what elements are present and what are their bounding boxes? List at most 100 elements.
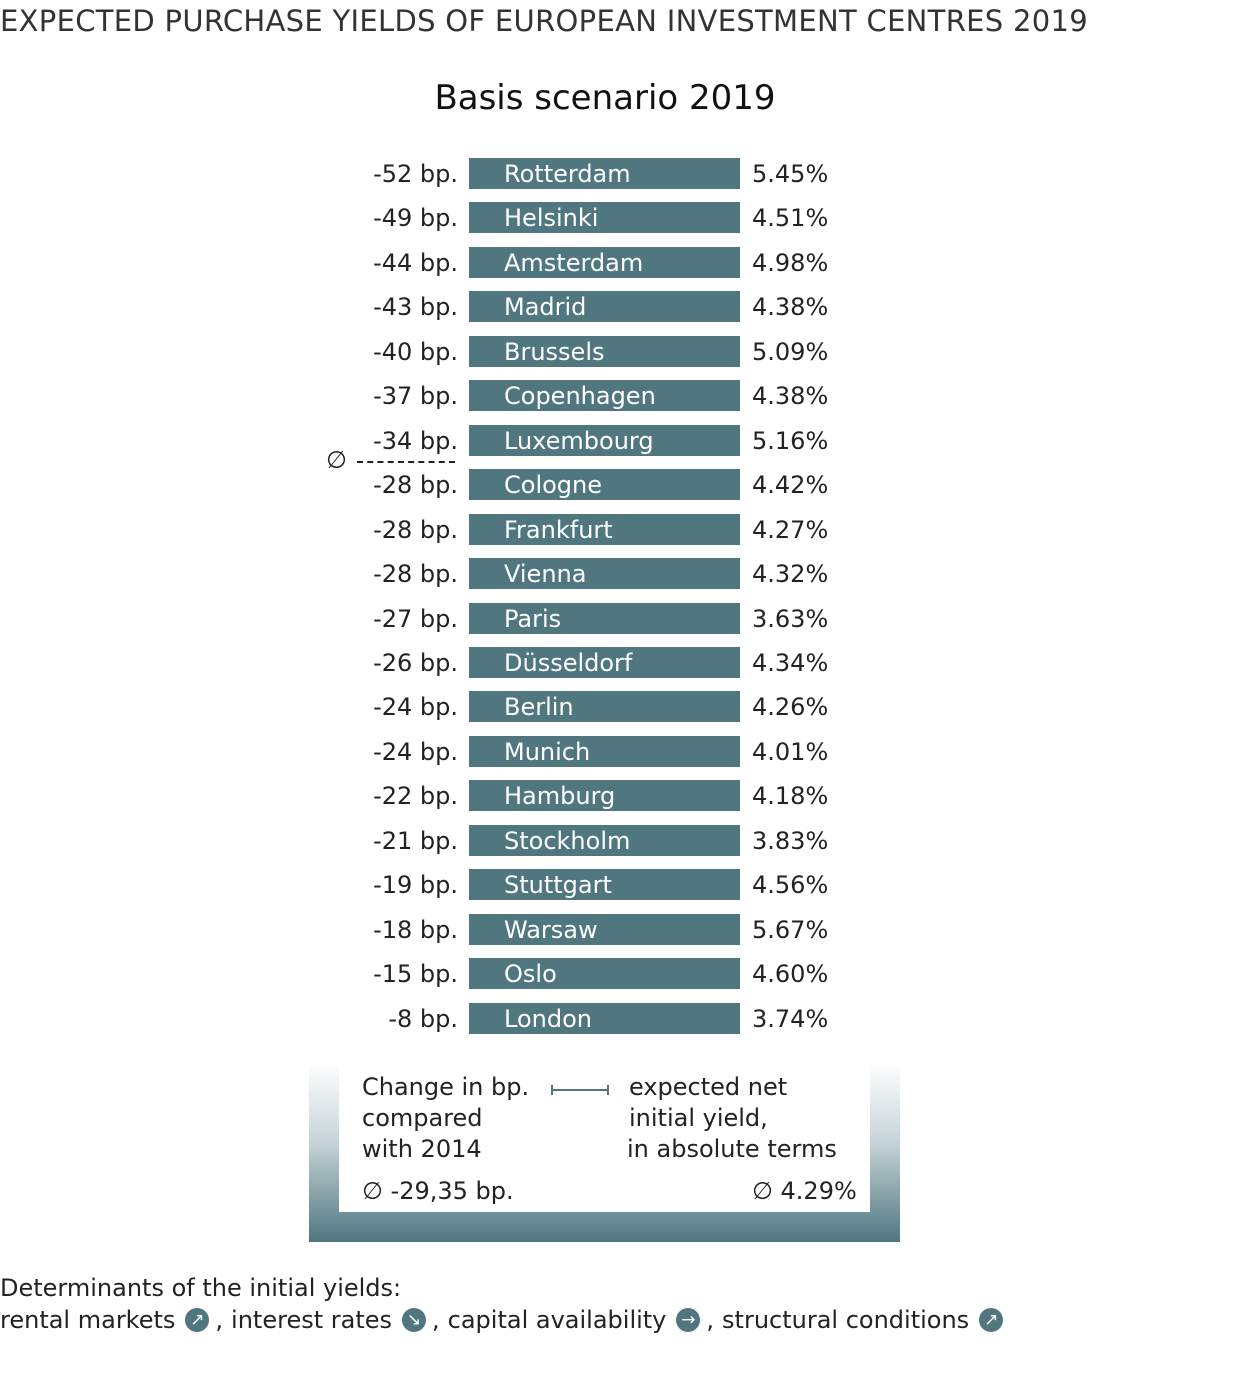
yield-value: 4.01% — [752, 737, 829, 766]
table-row: -26 bp. Düsseldorf 4.34% — [0, 646, 1236, 679]
city-label: Amsterdam — [504, 248, 644, 277]
arrow-down-right-icon: ↘ — [402, 1308, 427, 1332]
legend-yield-line-2: initial yield, — [629, 1104, 768, 1132]
change-bp-label: -24 bp. — [373, 693, 458, 722]
table-row: -24 bp. Munich 4.01% — [0, 735, 1236, 768]
city-bar — [469, 424, 740, 456]
yield-value: 3.63% — [752, 604, 829, 633]
city-bar — [469, 869, 740, 901]
yield-value: 4.56% — [752, 871, 829, 900]
city-bar — [469, 513, 740, 545]
yield-value: 4.26% — [752, 693, 829, 722]
table-row: -21 bp. Stockholm 3.83% — [0, 824, 1236, 857]
average-marker-symbol: ∅ — [326, 446, 347, 474]
determinant-label: interest rates — [231, 1306, 393, 1334]
city-label: Luxembourg — [504, 426, 654, 455]
city-bar — [469, 558, 740, 590]
yield-value: 4.42% — [752, 471, 829, 500]
table-row: -22 bp. Hamburg 4.18% — [0, 780, 1236, 812]
determinant-label: structural conditions — [722, 1306, 970, 1334]
legend-inner — [339, 1062, 870, 1212]
city-label: Stuttgart — [504, 871, 612, 900]
change-bp-label: -34 bp. — [373, 426, 458, 455]
city-bar — [469, 335, 740, 367]
change-bp-label: -19 bp. — [373, 871, 458, 900]
table-row: -43 bp. Madrid 4.38% — [0, 291, 1236, 323]
change-bp-label: -43 bp. — [373, 293, 458, 322]
legend-change-line-1: Change in bp. — [362, 1073, 530, 1101]
yield-value: 4.98% — [752, 248, 829, 277]
determinant-separator: , — [215, 1306, 224, 1334]
yield-value: 5.16% — [752, 426, 829, 455]
legend-average-yield: ∅ 4.29% — [752, 1177, 857, 1205]
city-bar — [469, 1002, 740, 1034]
change-bp-label: -24 bp. — [373, 737, 458, 766]
table-row: -8 bp. London 3.74% — [0, 1002, 1236, 1035]
change-bp-label: -15 bp. — [373, 960, 458, 989]
chart-subtitle: Basis scenario 2019 — [434, 78, 776, 118]
determinant-label: capital availability — [447, 1306, 667, 1334]
city-label: Munich — [504, 737, 591, 766]
yield-value: 4.34% — [752, 648, 829, 677]
city-bar — [469, 158, 740, 189]
yield-value: 4.18% — [752, 782, 829, 811]
city-label: Madrid — [504, 293, 587, 322]
legend-change-line-2: compared — [362, 1104, 483, 1132]
city-label: Copenhagen — [504, 382, 656, 411]
change-bp-label: -40 bp. — [373, 337, 458, 366]
city-label: Stockholm — [504, 826, 631, 855]
yield-value: 4.27% — [752, 515, 829, 544]
yield-table: -52 bp. Rotterdam 5.45% -49 bp. Helsinki 4.51… — [0, 158, 1236, 1035]
determinant-separator: , — [432, 1306, 440, 1334]
table-row: -27 bp. Paris 3.63% — [0, 602, 1236, 635]
change-bp-label: -21 bp. — [373, 826, 458, 855]
determinant-separator: , — [706, 1306, 715, 1334]
table-row: -28 bp. Frankfurt 4.27% — [0, 513, 1236, 546]
change-bp-label: -52 bp. — [373, 160, 458, 188]
city-label: Berlin — [504, 693, 574, 722]
legend-bar-symbol — [551, 1085, 609, 1095]
city-label: Warsaw — [504, 915, 598, 944]
change-bp-label: -28 bp. — [373, 471, 458, 500]
yield-value: 4.60% — [752, 960, 829, 989]
table-row: -19 bp. Stuttgart 4.56% — [0, 869, 1236, 901]
table-row: -34 bp. Luxembourg 5.16% — [0, 424, 1236, 457]
city-label: Paris — [504, 604, 562, 633]
table-row: -24 bp. Berlin 4.26% — [0, 691, 1236, 723]
table-row: -28 bp. Vienna 4.32% — [0, 558, 1236, 590]
legend-change-line-3: with 2014 — [362, 1135, 482, 1163]
city-label: Düsseldorf — [504, 648, 633, 677]
change-bp-label: -26 bp. — [373, 648, 458, 677]
yield-value: 3.74% — [752, 1004, 829, 1033]
yield-value: 4.38% — [752, 293, 829, 322]
city-bar — [469, 691, 740, 723]
legend-average-change: ∅ -29,35 bp. — [362, 1177, 514, 1205]
city-label: Brussels — [504, 337, 605, 366]
legend-box: Change in bp. compared with 2014 expecte… — [309, 1062, 900, 1242]
yield-value: 5.67% — [752, 915, 829, 944]
change-bp-label: -18 bp. — [373, 915, 458, 944]
table-row: -37 bp. Copenhagen 4.38% — [0, 380, 1236, 412]
city-label: Helsinki — [504, 204, 599, 233]
city-bar — [469, 913, 740, 945]
change-bp-label: -22 bp. — [373, 782, 458, 811]
city-bar — [469, 202, 740, 234]
city-bar — [469, 246, 740, 278]
table-row: -52 bp. Rotterdam 5.45% — [0, 158, 1236, 190]
table-row: -28 bp. Cologne 4.42% — [0, 469, 1236, 501]
city-label: Oslo — [504, 960, 557, 989]
table-row: -18 bp. Warsaw 5.67% — [0, 913, 1236, 946]
change-bp-label: -28 bp. — [373, 560, 458, 589]
arrow-up-right-icon: ↗ — [979, 1308, 1004, 1332]
yield-value: 5.09% — [752, 337, 829, 366]
average-divider-line — [357, 461, 455, 463]
change-bp-label: -28 bp. — [373, 515, 458, 544]
yield-value: 4.32% — [752, 560, 829, 589]
city-bar — [469, 824, 740, 856]
city-label: Rotterdam — [504, 160, 631, 188]
determinants-title: Determinants of the initial yields: — [0, 1274, 402, 1302]
legend-yield-line-1: expected net — [629, 1073, 788, 1101]
city-label: Vienna — [504, 560, 587, 589]
determinant-label: rental markets — [0, 1306, 176, 1334]
arrow-right-icon: → — [676, 1308, 701, 1332]
